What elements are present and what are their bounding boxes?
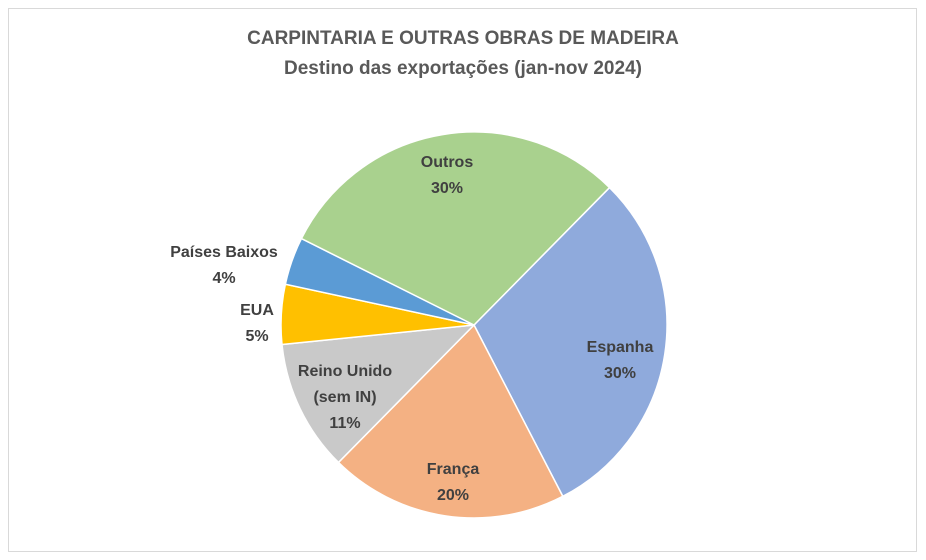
pie-slice (281, 324, 476, 464)
slice-label: Espanha 30% (555, 335, 685, 387)
slice-name: França (426, 461, 480, 478)
slice-label: Outros 30% (382, 150, 512, 202)
slice-name: Espanha (586, 339, 654, 356)
pie-slice (473, 186, 668, 498)
slice-label: França 20% (388, 457, 518, 509)
chart-title: CARPINTARIA E OUTRAS OBRAS DE MADEIRA (247, 28, 679, 49)
slice-value: 5% (245, 328, 269, 345)
slice-value: 30% (603, 365, 637, 382)
slice-name: Países Baixos (170, 244, 278, 261)
chart-subtitle: Destino das exportações (jan-nov 2024) (284, 58, 642, 79)
slice-value: 30% (430, 180, 464, 197)
pie-slice (337, 323, 564, 519)
slice-value: 11% (329, 415, 361, 432)
slice-value: 20% (436, 487, 470, 504)
slice-label: Reino Unido (sem IN) 11% (280, 359, 410, 437)
slice-value: 4% (212, 270, 236, 287)
slice-name: Reino Unido (sem IN) (297, 363, 393, 406)
slice-name: Outros (420, 154, 474, 171)
slice-name: EUA (240, 302, 274, 319)
slice-label: EUA 5% (192, 298, 322, 350)
pie-slice (300, 131, 611, 326)
slice-label: Países Baixos 4% (159, 240, 289, 292)
